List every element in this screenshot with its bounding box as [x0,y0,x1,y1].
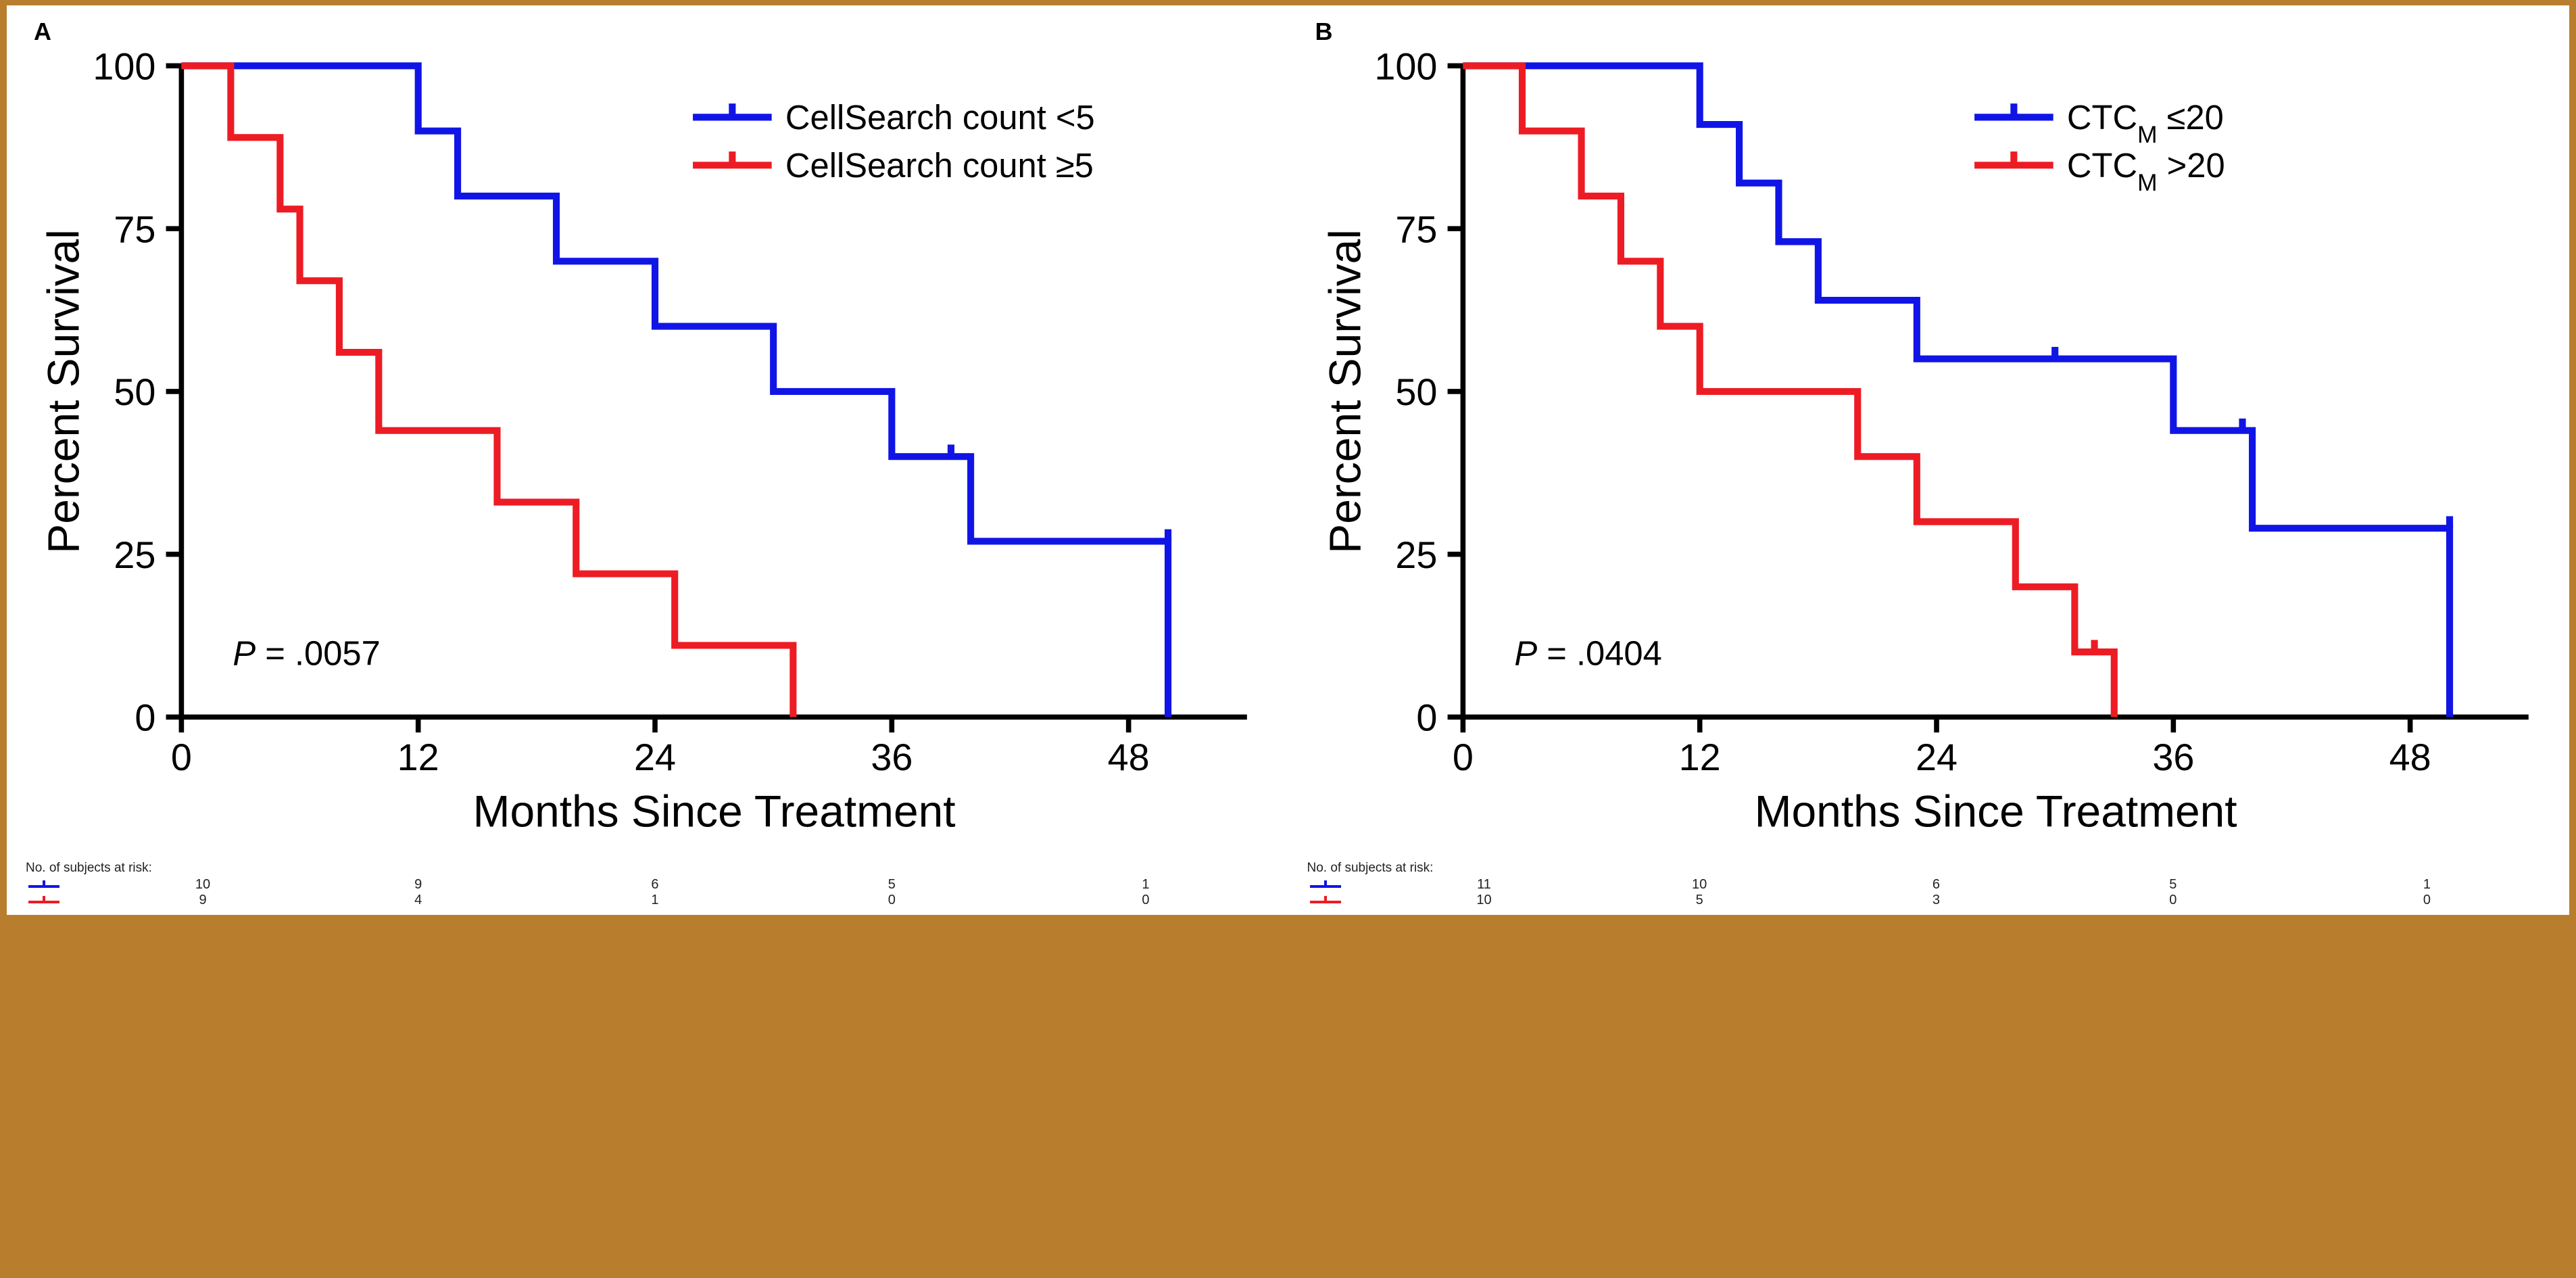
svg-text:25: 25 [114,534,155,576]
risk-value: 0 [773,893,1010,908]
risk-value: 6 [537,877,773,893]
svg-text:48: 48 [2389,736,2431,778]
km-curve [1463,66,2450,717]
legend-label: CTCM ≤20 [2066,98,2223,148]
svg-text:100: 100 [1374,49,1437,88]
panel-label-B: B [1315,18,2563,46]
risk-title-B: No. of subjects at risk: [1307,861,2563,876]
risk-value: 10 [106,877,300,893]
figure-outer: A 0255075100012243648Percent SurvivalMon… [0,0,2576,935]
svg-text:75: 75 [1395,208,1437,250]
risk-swatch [14,894,106,907]
svg-text:12: 12 [1678,736,1720,778]
risk-swatch [1295,878,1388,892]
svg-text:50: 50 [1395,371,1437,413]
risk-value: 6 [1818,877,2054,893]
risk-value: 10 [1581,877,1818,893]
risk-table-A: 10965194100 [14,877,1282,908]
legend-label: CTCM >20 [2066,146,2225,196]
risk-swatch [14,878,106,892]
svg-text:0: 0 [135,697,155,739]
svg-text:75: 75 [114,208,155,250]
svg-text:Months Since Treatment: Months Since Treatment [473,786,956,836]
risk-value: 5 [773,877,1010,893]
svg-text:50: 50 [114,371,155,413]
svg-text:24: 24 [1916,736,1958,778]
svg-text:Percent Survival: Percent Survival [1319,229,1369,554]
svg-text:0: 0 [1452,736,1473,778]
risk-value: 4 [300,893,537,908]
risk-value: 5 [1581,893,1818,908]
risk-value: 10 [1387,893,1581,908]
svg-text:36: 36 [871,736,913,778]
risk-value: 5 [2055,877,2291,893]
p-value: P = .0404 [1514,634,1661,672]
risk-value: 1 [1010,877,1281,893]
svg-text:25: 25 [1395,534,1437,576]
panel-B: B 0255075100012243648Percent SurvivalMon… [1288,5,2570,915]
risk-value: 0 [1010,893,1281,908]
plot-A: 0 25 50 75 100 0 12 24 36 48 Percent Survival Month… [14,49,1282,854]
legend-label: CellSearch count ≥5 [785,146,1094,185]
risk-table-B: 1110651105300 [1295,877,2563,908]
risk-swatch [1295,894,1388,907]
risk-value: 11 [1387,877,1581,893]
svg-text:24: 24 [634,736,676,778]
risk-value: 9 [300,877,537,893]
svg-text:0: 0 [171,736,192,778]
risk-title-A: No. of subjects at risk: [26,861,1282,876]
figure-card: A 0255075100012243648Percent SurvivalMon… [5,4,2571,916]
svg-text:Months Since Treatment: Months Since Treatment [1754,786,2237,836]
svg-text:36: 36 [2152,736,2194,778]
p-value: P = .0057 [233,634,380,672]
svg-text:12: 12 [397,736,439,778]
svg-text:100: 100 [93,49,155,88]
plot-B: 0 25 50 75 100 0 12 24 36 48 Percent Survival Month… [1295,49,2563,854]
svg-text:0: 0 [1416,697,1437,739]
svg-text:Percent Survival: Percent Survival [38,229,88,554]
risk-value: 3 [1818,893,2054,908]
legend-label: CellSearch count <5 [785,98,1095,137]
risk-value: 9 [106,893,300,908]
panel-label-A: A [34,18,1282,46]
risk-value: 1 [537,893,773,908]
risk-value: 1 [2291,877,2562,893]
risk-value: 0 [2291,893,2562,908]
panel-A: A 0255075100012243648Percent SurvivalMon… [7,5,1288,915]
svg-text:48: 48 [1108,736,1150,778]
risk-value: 0 [2055,893,2291,908]
